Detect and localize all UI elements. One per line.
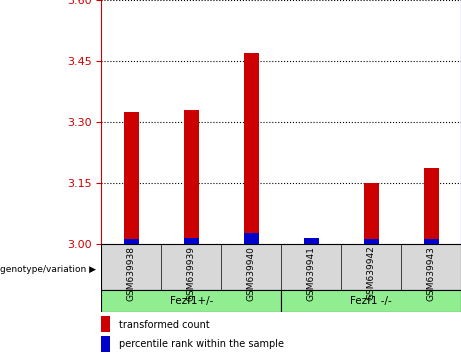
- Bar: [184, 238, 199, 244]
- Bar: [244, 53, 259, 244]
- Text: GSM639939: GSM639939: [187, 246, 196, 301]
- Bar: [424, 169, 438, 244]
- Text: GSM639941: GSM639941: [307, 246, 316, 301]
- Text: percentile rank within the sample: percentile rank within the sample: [119, 339, 284, 349]
- Text: GSM639942: GSM639942: [366, 246, 376, 301]
- Bar: [101, 290, 281, 312]
- Bar: [281, 290, 461, 312]
- Bar: [364, 239, 378, 244]
- Bar: [101, 316, 110, 332]
- Text: Fezf1+/-: Fezf1+/-: [170, 296, 213, 306]
- Bar: [124, 239, 139, 244]
- Bar: [364, 183, 378, 244]
- Text: transformed count: transformed count: [119, 320, 210, 330]
- Bar: [124, 112, 139, 244]
- Bar: [101, 336, 110, 352]
- Bar: [244, 233, 259, 244]
- Bar: [184, 110, 199, 244]
- Text: GSM639938: GSM639938: [127, 246, 136, 301]
- Text: GSM639940: GSM639940: [247, 246, 256, 301]
- Bar: [424, 239, 438, 244]
- Text: Fezf1 -/-: Fezf1 -/-: [350, 296, 392, 306]
- Text: GSM639943: GSM639943: [426, 246, 436, 301]
- Bar: [101, 244, 461, 290]
- Bar: [304, 238, 319, 244]
- Text: genotype/variation ▶: genotype/variation ▶: [0, 264, 96, 274]
